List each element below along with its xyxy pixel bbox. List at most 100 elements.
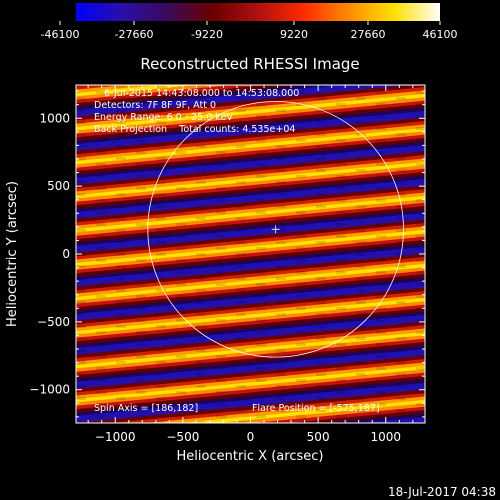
fringe-modulation (116, 361, 126, 364)
fringe-modulation (156, 121, 166, 124)
fringe-modulation (176, 271, 186, 274)
fringe-band (76, 365, 425, 403)
fringe-modulation (76, 181, 86, 184)
fringe-modulation (416, 223, 425, 226)
fringe-modulation (136, 163, 146, 166)
fringe-modulation (136, 271, 146, 274)
fringe-modulation (316, 289, 326, 292)
fringe-modulation (156, 373, 166, 376)
fringe-modulation (76, 409, 86, 412)
fringe-modulation (156, 133, 166, 136)
fringe-modulation (296, 295, 306, 298)
fringe-modulation (236, 409, 246, 412)
fringe-modulation (316, 169, 326, 172)
fringe-modulation (176, 343, 186, 346)
fringe-modulation (276, 409, 286, 412)
fringe-modulation (136, 91, 146, 94)
fringe-modulation (416, 259, 425, 262)
fringe-modulation (116, 313, 126, 316)
fringe-modulation (356, 217, 366, 220)
fringe-modulation (256, 235, 266, 238)
fringe-modulation (156, 313, 166, 316)
fringe-modulation (96, 259, 106, 262)
fringe-modulation (116, 157, 126, 160)
fringe-modulation (176, 247, 186, 250)
fringe-modulation (96, 175, 106, 178)
fringe-band (76, 382, 425, 420)
fringe-modulation (156, 97, 166, 100)
fringe-modulation (116, 169, 126, 172)
fringe-modulation (76, 193, 86, 196)
fringe-modulation (356, 229, 366, 232)
fringe-modulation (376, 199, 386, 202)
fringe-modulation (176, 175, 186, 178)
fringe-modulation (96, 115, 106, 118)
fringe-modulation (116, 409, 126, 412)
fringe-modulation (296, 175, 306, 178)
fringe-modulation (416, 355, 425, 358)
fringe-modulation (416, 415, 425, 418)
fringe-modulation (176, 115, 186, 118)
fringe-modulation (336, 283, 346, 286)
fringe-modulation (236, 253, 246, 256)
fringe-modulation (356, 325, 366, 328)
fringe-modulation (336, 187, 346, 190)
fringe-modulation (176, 259, 186, 262)
fringe-modulation (336, 139, 346, 142)
fringe-modulation (396, 373, 406, 376)
fringe-modulation (396, 121, 406, 124)
fringe-modulation (416, 427, 426, 430)
fringe-modulation (336, 235, 346, 238)
fringe-modulation (156, 301, 166, 304)
fringe-pattern (76, 85, 426, 430)
fringe-modulation (176, 415, 186, 418)
fringe-modulation (336, 247, 346, 250)
colorbar-tick-label: 9220 (280, 28, 308, 41)
fringe-modulation (196, 421, 206, 423)
fringe-modulation (276, 205, 286, 208)
fringe-modulation (416, 175, 425, 178)
fringe-modulation (156, 205, 166, 208)
fringe-modulation (416, 151, 425, 154)
fringe-modulation (96, 307, 106, 310)
fringe-modulation (376, 403, 386, 406)
fringe-modulation (216, 259, 226, 262)
fringe-modulation (96, 223, 106, 226)
fringe-modulation (276, 337, 286, 340)
fringe-band (76, 97, 425, 135)
fringe-band (76, 246, 425, 284)
fringe-modulation (76, 121, 86, 124)
fringe-modulation (256, 271, 266, 274)
fringe-band (288, 410, 425, 423)
fringe-modulation (136, 343, 146, 346)
fringe-modulation (316, 409, 326, 412)
fringe-modulation (336, 223, 346, 226)
fringe-modulation (316, 217, 326, 220)
fringe-band (76, 257, 425, 295)
fringe-modulation (316, 361, 326, 364)
fringe-band (76, 226, 425, 264)
fringe-modulation (256, 343, 266, 346)
fringe-modulation (296, 91, 306, 94)
fringe-band (76, 362, 425, 400)
fringe-modulation (376, 355, 386, 358)
fringe-modulation (316, 301, 326, 304)
fringe-modulation (96, 355, 106, 358)
fringe-modulation (196, 409, 206, 412)
fringe-band (109, 393, 425, 423)
flare-position-text: Flare Position = [-575,187] (252, 403, 380, 414)
counts-text: Back Projection Total counts: 4.535e+04 (94, 124, 295, 135)
fringe-modulation (176, 187, 186, 190)
fringe-modulation (216, 379, 226, 382)
fringe-modulation (296, 235, 306, 238)
fringe-band (76, 280, 425, 318)
fringe-band (76, 253, 425, 291)
fringe-modulation (396, 181, 406, 184)
fringe-modulation (136, 331, 146, 334)
fringe-modulation (336, 379, 346, 382)
fringe-modulation (256, 331, 266, 334)
fringe-modulation (196, 97, 206, 100)
fringe-modulation (236, 337, 246, 340)
fringe-modulation (376, 115, 386, 118)
fringe-modulation (176, 235, 186, 238)
